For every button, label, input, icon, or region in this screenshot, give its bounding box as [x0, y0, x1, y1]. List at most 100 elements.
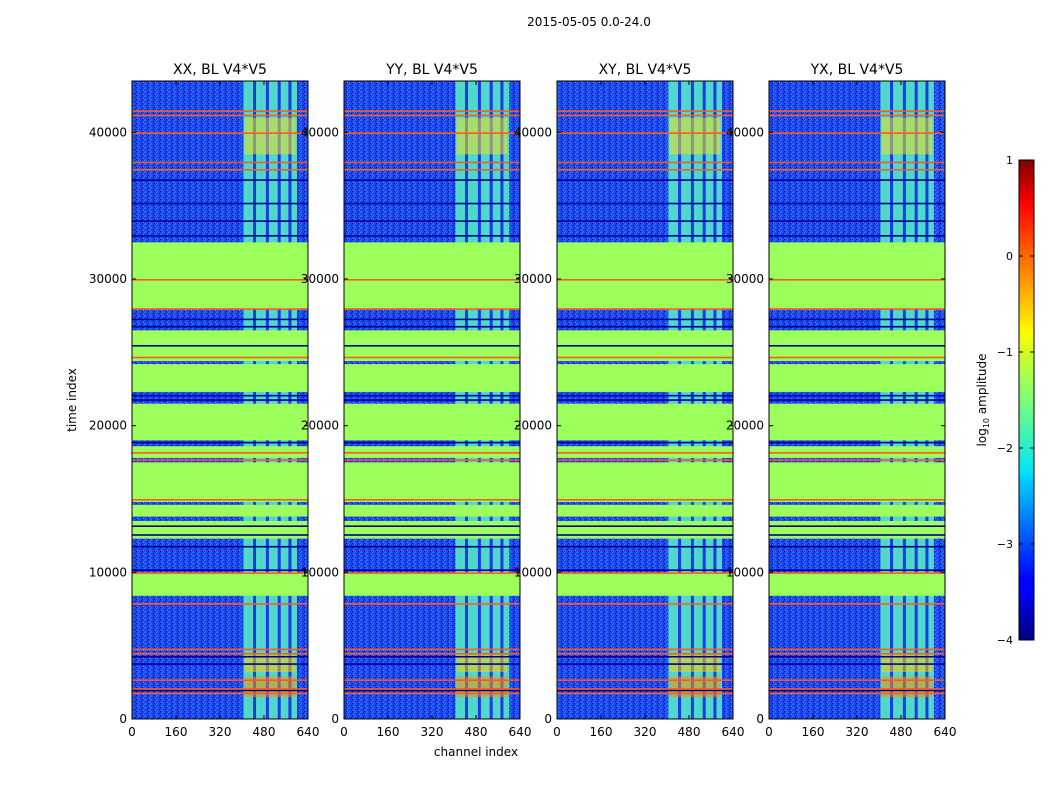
dark-line: [557, 220, 733, 222]
dark-line: [344, 394, 520, 397]
dark-line: [769, 663, 945, 665]
red-line: [769, 459, 945, 461]
red-line: [769, 114, 945, 117]
flagged-band: [132, 364, 308, 392]
bright-patch: [244, 676, 296, 697]
dark-line: [132, 569, 308, 571]
dark-line: [557, 655, 733, 658]
flagged-band: [769, 521, 945, 539]
dark-line: [132, 399, 308, 401]
red-line: [557, 653, 733, 655]
flagged-band: [557, 521, 733, 539]
dark-line: [769, 235, 945, 237]
red-line: [557, 279, 733, 281]
heatmap-panel-1: XX, BL V4*V5 0 160 320 480 640 0 10000 20000 3000…: [89, 62, 320, 739]
x-tick-label: 480: [678, 725, 701, 739]
red-line: [344, 114, 520, 117]
x-tick-label: 0: [553, 725, 561, 739]
dark-line: [557, 663, 733, 665]
dark-line: [132, 220, 308, 222]
dark-line: [344, 655, 520, 658]
y-tick-label: 10000: [301, 565, 339, 579]
red-line: [132, 452, 308, 454]
red-line: [557, 132, 733, 134]
heatmap-image: [132, 81, 308, 719]
dark-line: [557, 202, 733, 205]
red-line: [132, 459, 308, 461]
flagged-band: [344, 242, 520, 309]
y-tick-label: 0: [756, 712, 764, 726]
red-line: [132, 279, 308, 281]
y-tick-label: 20000: [89, 419, 127, 433]
dark-line: [557, 689, 733, 692]
dark-line: [557, 394, 733, 397]
dark-line: [344, 325, 520, 328]
red-line: [769, 452, 945, 454]
dark-line: [769, 318, 945, 321]
dark-line: [769, 534, 945, 536]
red-line: [769, 572, 945, 574]
dark-line: [769, 325, 945, 328]
flagged-band: [344, 504, 520, 517]
panel-title: YX, BL V4*V5: [810, 62, 904, 78]
dark-line: [132, 663, 308, 665]
red-line: [344, 132, 520, 134]
red-line: [344, 653, 520, 655]
panel-title: XX, BL V4*V5: [173, 62, 267, 78]
flagged-band: [344, 403, 520, 441]
red-line: [344, 459, 520, 461]
red-line: [132, 169, 308, 171]
dark-line: [557, 569, 733, 571]
dark-line: [344, 534, 520, 536]
colorbar-tick-label: 1: [1006, 154, 1013, 167]
red-line: [557, 459, 733, 461]
red-line: [344, 356, 520, 359]
flagged-band: [769, 364, 945, 392]
red-line: [769, 279, 945, 281]
dark-line: [132, 318, 308, 321]
y-axis-label: time index: [65, 368, 79, 432]
dark-line: [344, 569, 520, 571]
red-line: [132, 161, 308, 164]
dark-line: [344, 399, 520, 401]
heatmap-panel-2: YY, BL V4*V5 0 160 320 480 640 0 10000 20000 3000…: [301, 62, 532, 739]
red-line: [344, 499, 520, 501]
dark-line: [344, 220, 520, 222]
red-line: [557, 648, 733, 651]
y-tick-label: 0: [544, 712, 552, 726]
dark-line: [769, 394, 945, 397]
red-line: [132, 308, 308, 310]
dark-line: [557, 399, 733, 401]
dark-line: [132, 525, 308, 527]
red-line: [132, 692, 308, 695]
red-line: [769, 161, 945, 164]
red-line: [557, 688, 733, 690]
red-line: [132, 132, 308, 134]
red-line: [769, 648, 945, 651]
y-tick-label: 40000: [89, 125, 127, 139]
heatmap-image: [557, 81, 733, 719]
flagged-band: [769, 462, 945, 502]
bright-patch: [244, 117, 296, 155]
dark-line: [769, 179, 945, 181]
x-tick-label: 320: [634, 725, 657, 739]
red-line: [557, 692, 733, 695]
red-line: [132, 499, 308, 501]
bright-patch: [669, 676, 721, 697]
y-tick-label: 0: [119, 712, 127, 726]
red-line: [769, 499, 945, 501]
bright-patch: [456, 676, 508, 697]
dark-line: [344, 345, 520, 347]
dark-line: [769, 569, 945, 571]
red-line: [132, 653, 308, 655]
colorbar-gradient: [1018, 159, 1035, 641]
red-line: [132, 679, 308, 681]
dark-line: [132, 689, 308, 692]
red-line: [344, 688, 520, 690]
red-line: [557, 679, 733, 681]
dark-line: [557, 325, 733, 328]
flagged-band: [557, 242, 733, 309]
x-axis-label: channel index: [434, 745, 518, 759]
dark-line: [132, 394, 308, 397]
red-line: [769, 653, 945, 655]
